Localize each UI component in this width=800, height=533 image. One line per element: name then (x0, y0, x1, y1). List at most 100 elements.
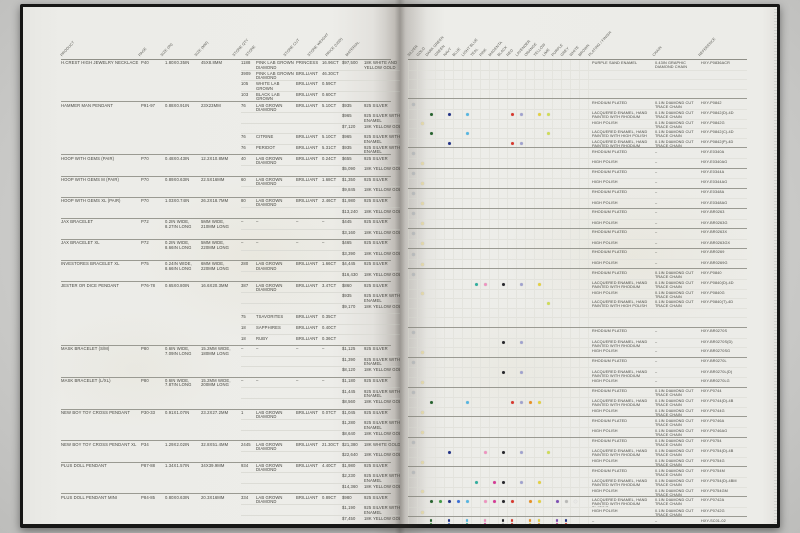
swatch-cell (408, 288, 417, 299)
swatch-cell (498, 307, 507, 318)
swatch-cell (525, 437, 534, 448)
swatch-cell (408, 69, 417, 80)
swatch-cell (498, 317, 507, 328)
swatch-cell (525, 188, 534, 199)
swatch-cell (507, 437, 516, 448)
color-dot (465, 131, 469, 135)
swatch-cell (552, 69, 561, 80)
swatch-cell (507, 467, 516, 477)
swatch-cell (507, 198, 516, 208)
column-header: PAGE (137, 46, 148, 57)
cell-chain: 0.1IN DIAMOND CUT TRACE CHAIN (652, 447, 698, 457)
swatch-cell (435, 157, 444, 168)
swatch-cell (462, 168, 471, 179)
cell-price: $860 (342, 282, 352, 288)
color-dot (429, 131, 433, 135)
cell-chain: 0.1IN DIAMOND CUT TRACE CHAIN (655, 468, 694, 477)
swatch-cell (453, 357, 462, 368)
swatch-cell (579, 69, 588, 80)
swatch-cell (516, 357, 525, 368)
swatch-cell (471, 99, 480, 109)
swatch-cell (579, 486, 588, 497)
swatch-cell (417, 426, 426, 437)
cell-reference: HXY-BR0263G (698, 218, 747, 229)
swatch-cell (543, 60, 552, 70)
swatch-cell (516, 426, 525, 437)
swatch-cell (417, 517, 426, 524)
cell-price: $2,230 (342, 473, 356, 479)
cell-product: NEW BOY TOY CROSS PENDANT (61, 409, 130, 415)
swatch-cell (516, 387, 525, 398)
spec-row: 280 LAB GROWN DIAMOND BRILLIANT 1.66CT $4,44… (241, 261, 400, 271)
color-dot (411, 232, 415, 236)
swatch-cell (534, 476, 543, 487)
swatch-cell (471, 357, 480, 368)
cell-chain: 0.1IN DIAMOND CUT TRACE CHAIN (652, 298, 698, 308)
swatch-cell (489, 476, 498, 487)
swatch-cell (480, 387, 489, 398)
swatch-cell (408, 298, 417, 308)
cell-stone-cut: BRILLIANT (296, 155, 319, 161)
cell-size-mm: 6MM WIDE, 220MM LONG (201, 261, 229, 271)
color-dot (420, 460, 424, 464)
cell-chain: – (655, 329, 658, 334)
cell-product: HOOP WITH GEMS M (PAIR) (61, 176, 119, 182)
swatch-cell (525, 288, 534, 299)
swatch-cell (543, 447, 552, 457)
swatch-cell (570, 288, 579, 299)
swatch-cell (444, 288, 453, 299)
cell-reference (698, 69, 747, 80)
swatch-cell (435, 60, 444, 70)
cell-material: 18K YELLOW GOLD (364, 483, 400, 489)
cell-finish: LACQUERED ENAMEL, HAND PAINTED WITH RHOD… (588, 476, 652, 487)
cell-stone-qty: 18 (241, 335, 246, 341)
color-dot (420, 351, 424, 355)
cell-chain: – (652, 367, 698, 377)
swatch-cell (480, 367, 489, 377)
swatch-cell (534, 148, 543, 158)
cell-chain: 0.1IN DIAMOND CUT TRACE CHAIN (652, 118, 698, 128)
cell-finish: HIGH POLISH (588, 456, 652, 467)
swatch-cell (552, 476, 561, 487)
cell-product: PLUS DOLL PENDANT (61, 462, 107, 468)
swatch-cell (426, 69, 435, 80)
cell-material: 925 SILVER (364, 261, 388, 267)
cell-stone-cut: BRILLIANT (296, 197, 319, 203)
swatch-cell (480, 279, 489, 289)
cell-finish: RHODIUM PLATED (588, 357, 652, 368)
swatch-cell (525, 208, 534, 219)
swatch-cell (462, 307, 471, 318)
cell-stone: LAB GROWN DIAMOND (256, 261, 283, 271)
swatch-cell (471, 208, 480, 219)
swatch-cell (471, 178, 480, 188)
swatch-cell (579, 317, 588, 328)
swatch-cell (489, 157, 498, 168)
column-header: PLATING / FINISH (587, 30, 613, 57)
swatch-cell (453, 188, 462, 199)
swatch-cell (534, 357, 543, 368)
cell-stone-qty: 334 (241, 494, 249, 500)
swatch-cell (480, 497, 489, 507)
color-dot (546, 450, 550, 454)
swatch-cell (579, 357, 588, 368)
swatch-cell (471, 328, 480, 338)
swatch-cell (579, 238, 588, 249)
cell-stone-cut: BRILLIANT (296, 261, 319, 267)
swatch-cell (525, 157, 534, 168)
cell-stone: PERIDOT (256, 144, 276, 150)
color-dot (465, 522, 469, 524)
swatch-cell (561, 269, 570, 280)
cell-stone-weight (322, 473, 342, 483)
color-dot (519, 341, 523, 345)
swatch-cell (471, 249, 480, 259)
swatch-cell (516, 307, 525, 318)
cell-page: P70 (141, 155, 149, 161)
column-header: PRODUCT (59, 39, 76, 57)
color-dot (510, 519, 514, 522)
swatch-cell (444, 128, 453, 138)
cell-stone (256, 473, 296, 483)
swatch-cell (498, 288, 507, 299)
swatch-cell (498, 476, 507, 487)
